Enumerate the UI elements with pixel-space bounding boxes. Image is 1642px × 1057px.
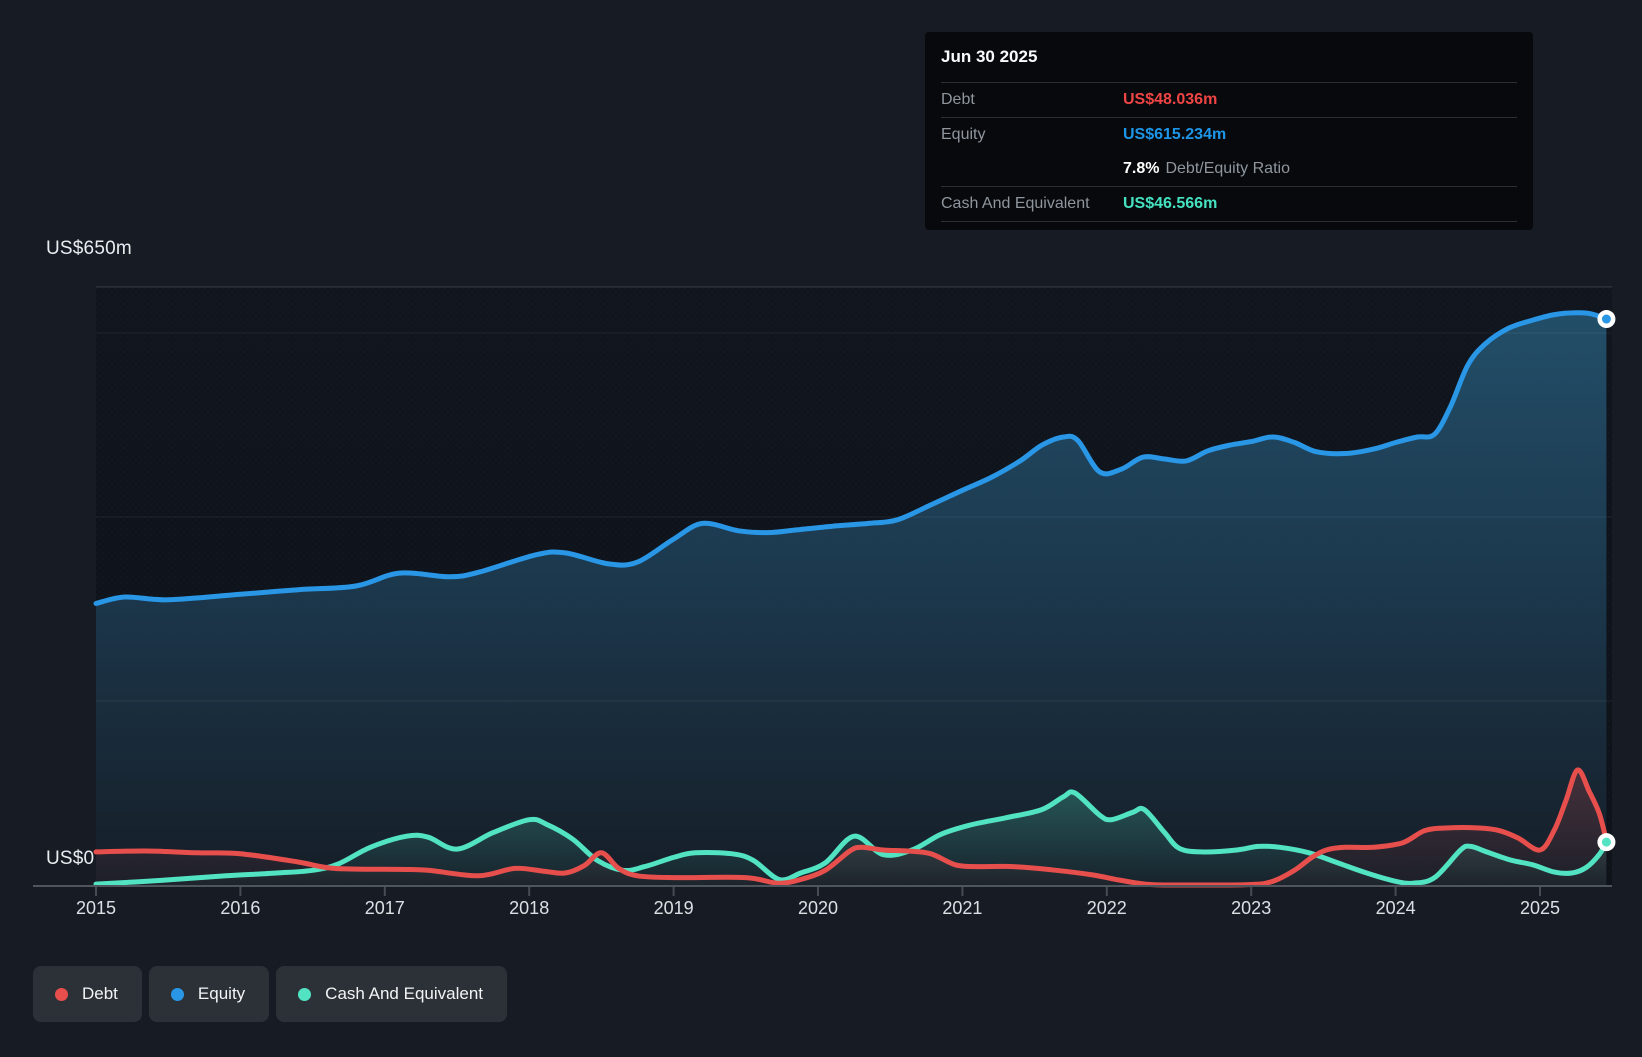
tooltip-debt-row: Debt US$48.036m xyxy=(941,83,1517,118)
legend: Debt Equity Cash And Equivalent xyxy=(33,966,508,1022)
equity-area xyxy=(96,312,1607,886)
legend-item-label: Cash And Equivalent xyxy=(325,984,484,1003)
x-axis-year-label: 2017 xyxy=(364,898,405,918)
x-axis-year-label: 2025 xyxy=(1519,898,1561,918)
legend-color-dot xyxy=(170,987,184,1001)
tooltip-debt-label: Debt xyxy=(941,91,975,108)
y-axis-zero-label: US$0 xyxy=(46,848,95,869)
tooltip-cash-value: US$46.566m xyxy=(1123,195,1218,212)
tooltip-equity-label: Equity xyxy=(941,126,986,143)
x-axis-year-label: 2021 xyxy=(942,898,983,918)
tooltip-cash-label: Cash And Equivalent xyxy=(941,195,1090,212)
cash-line xyxy=(93,789,1609,887)
tooltip-ratio-value: 7.8% xyxy=(1123,160,1160,177)
legend-item-equity[interactable]: Equity xyxy=(148,966,270,1022)
legend-color-dot xyxy=(298,987,312,1001)
x-axis-year-label: 2015 xyxy=(75,898,117,918)
equity-line xyxy=(93,310,1609,606)
tooltip-ratio-row: 7.8% Debt/Equity Ratio xyxy=(941,152,1517,187)
legend-color-dot xyxy=(55,987,68,1001)
legend-item-label: Equity xyxy=(197,984,246,1003)
tooltip-date: Jun 30 2025 xyxy=(941,32,1517,83)
chart-tooltip: Jun 30 2025 Debt US$48.036m Equity US$61… xyxy=(925,32,1533,230)
legend-item-cash-and-equivalent[interactable]: Cash And Equivalent xyxy=(276,966,508,1022)
tooltip-equity-row: Equity US$615.234m xyxy=(941,118,1517,152)
x-axis-year-label: 2016 xyxy=(220,898,261,918)
tooltip-cash-row: Cash And Equivalent US$46.566m xyxy=(941,187,1517,222)
tooltip-equity-value: US$615.234m xyxy=(1123,126,1227,143)
legend-item-label: Debt xyxy=(82,984,118,1003)
x-axis-year-label: 2024 xyxy=(1375,898,1416,918)
y-axis-max-label: US$650m xyxy=(46,238,132,259)
x-axis-year-label: 2019 xyxy=(653,898,694,918)
x-axis-year-label: 2023 xyxy=(1231,898,1272,918)
tooltip-ratio-label: Debt/Equity Ratio xyxy=(1165,160,1290,177)
x-axis-year-label: 2022 xyxy=(1086,898,1127,918)
legend-item-debt[interactable]: Debt xyxy=(33,966,142,1022)
x-axis-year-label: 2020 xyxy=(797,898,839,918)
x-axis-year-label: 2018 xyxy=(509,898,550,918)
debt-line xyxy=(93,767,1609,888)
tooltip-debt-value: US$48.036m xyxy=(1123,91,1218,108)
